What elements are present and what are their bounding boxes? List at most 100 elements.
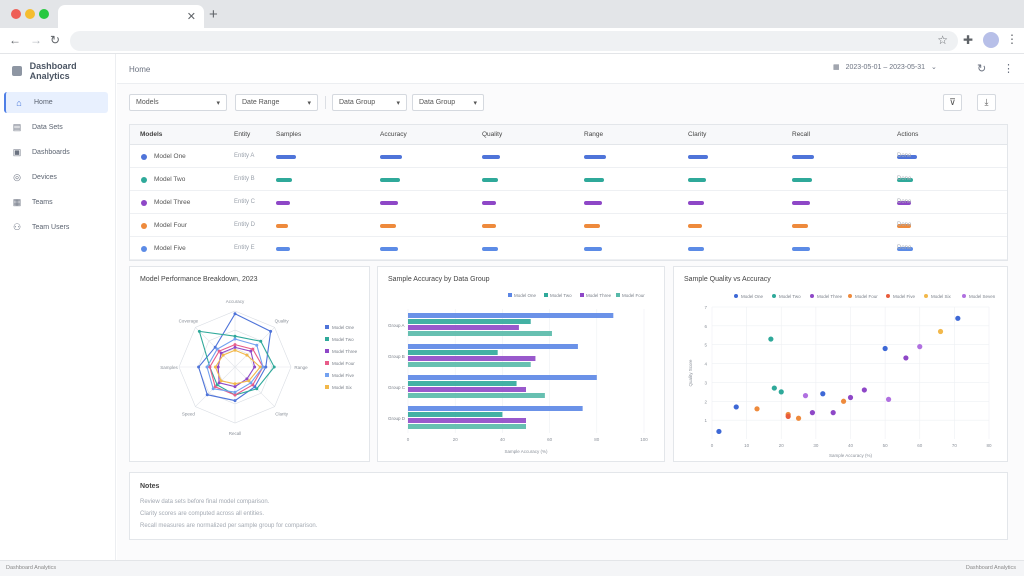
- window-minimize-button[interactable]: [25, 9, 35, 19]
- radar-point: [213, 345, 217, 349]
- scatter-point: [840, 398, 847, 404]
- radar-point: [251, 383, 255, 387]
- metric-bar: [380, 247, 398, 251]
- legend-label: Model Three: [586, 293, 612, 298]
- column-header[interactable]: Samples: [276, 131, 302, 138]
- y-category-label: Group D: [388, 416, 406, 421]
- profile-avatar[interactable]: [983, 32, 999, 48]
- filter-button[interactable]: ⊽: [943, 94, 962, 111]
- sidebar-item-1[interactable]: ▤ Data Sets: [4, 117, 108, 138]
- bookmark-star-icon[interactable]: ☆: [937, 33, 948, 47]
- status-cell: Done: [897, 176, 912, 182]
- forward-arrow-icon[interactable]: →: [30, 33, 42, 47]
- table-row[interactable]: Model Four Entity D Done: [130, 215, 1007, 237]
- bar: [408, 387, 526, 392]
- x-tick-label: 80: [986, 443, 992, 448]
- filter-value: Date Range: [242, 99, 280, 106]
- metric-bar: [897, 247, 913, 251]
- entity-cell: Entity A: [234, 153, 255, 159]
- scatter-point: [802, 393, 809, 399]
- radar-point: [215, 347, 219, 351]
- browser-tab[interactable]: ✕: [58, 5, 204, 28]
- column-header[interactable]: Range: [584, 131, 604, 138]
- status-bar: Dashboard Analytics Dashboard Analytics: [0, 560, 1024, 576]
- brand-name: Dashboard Analytics: [29, 61, 77, 81]
- note-item: Review data sets before final model comp…: [140, 499, 270, 505]
- sidebar-item-5[interactable]: ⚇ Team Users: [4, 217, 108, 238]
- sidebar-item-4[interactable]: ▦ Teams: [4, 192, 108, 213]
- radar-point: [197, 329, 201, 333]
- column-header[interactable]: Entity: [234, 131, 251, 138]
- radar-point: [255, 387, 259, 391]
- column-header[interactable]: Actions: [897, 131, 919, 138]
- scatter-point: [795, 415, 802, 421]
- filter-models[interactable]: Models ▾: [129, 94, 227, 111]
- metric-bar: [482, 247, 498, 251]
- date-range-picker[interactable]: ▦ 2023-05-01 – 2023-05-31 ⌄: [833, 63, 937, 72]
- legend-label: Model Four: [332, 361, 355, 366]
- bar-chart-card: Sample Accuracy by Data Group Model One M…: [377, 266, 665, 462]
- legend-label: Model Four: [622, 293, 645, 298]
- notes-card: Notes Review data sets before final mode…: [129, 472, 1008, 540]
- radar-axis-label: Coverage: [179, 318, 199, 323]
- refresh-icon[interactable]: ↻: [977, 63, 987, 75]
- table-row[interactable]: Model Five Entity E Done: [130, 238, 1007, 260]
- y-tick-label: 3: [704, 380, 707, 385]
- column-header[interactable]: Accuracy: [380, 131, 407, 138]
- legend-label: Model Seven: [969, 294, 996, 299]
- window-maximize-button[interactable]: [39, 9, 49, 19]
- filter-data-group[interactable]: Data Group ▾: [332, 94, 407, 111]
- entity-cell: Entity D: [234, 222, 256, 228]
- metric-bar: [792, 155, 814, 159]
- x-tick-label: 40: [848, 443, 854, 448]
- y-category-label: Group C: [388, 385, 406, 390]
- browser-menu-icon[interactable]: ⋮: [1006, 32, 1018, 46]
- device-icon: ◎: [13, 172, 21, 182]
- filter-date-range[interactable]: Date Range ▾: [235, 94, 318, 111]
- column-header[interactable]: Models: [140, 131, 163, 138]
- scatter-point: [917, 344, 923, 350]
- window-close-button[interactable]: [11, 9, 21, 19]
- brand[interactable]: Dashboard Analytics: [12, 61, 115, 81]
- column-header[interactable]: Quality: [482, 131, 503, 138]
- filter-data-group-2[interactable]: Data Group ▾: [412, 94, 484, 111]
- radar-point: [269, 329, 273, 333]
- legend-label: Model One: [514, 293, 537, 298]
- radar-point: [197, 365, 201, 369]
- download-button[interactable]: ⤓: [977, 94, 996, 111]
- reload-icon[interactable]: ↻: [50, 33, 61, 47]
- table-row[interactable]: Model Two Entity B Done: [130, 169, 1007, 191]
- address-bar[interactable]: ☆: [70, 31, 958, 51]
- back-arrow-icon[interactable]: ←: [9, 33, 21, 47]
- sidebar-item-0[interactable]: ⌂ Home: [4, 92, 108, 113]
- metric-bar: [792, 201, 810, 205]
- x-tick-label: 0: [407, 437, 410, 442]
- column-header[interactable]: Recall: [792, 131, 811, 138]
- legend-swatch: [616, 293, 620, 297]
- metric-bar: [584, 155, 606, 159]
- close-icon[interactable]: ✕: [186, 11, 196, 23]
- chevron-down-icon: ▾: [216, 99, 220, 107]
- grid-icon: ▦: [12, 197, 22, 207]
- extensions-puzzle-icon[interactable]: ✚: [963, 33, 974, 47]
- legend-label: Model Six: [931, 294, 952, 299]
- legend-swatch: [734, 294, 738, 298]
- more-icon[interactable]: ⋮: [1003, 63, 1014, 75]
- bar: [408, 362, 531, 367]
- table-row[interactable]: Model Three Entity C Done: [130, 192, 1007, 214]
- radar-point: [205, 365, 209, 369]
- bar: [408, 313, 614, 318]
- metric-bar: [380, 201, 398, 205]
- legend-swatch: [325, 325, 329, 329]
- column-header[interactable]: Clarity: [688, 131, 707, 138]
- plus-icon[interactable]: +: [209, 6, 218, 23]
- logo-icon: [12, 66, 22, 76]
- model-name: Model Two: [154, 176, 186, 183]
- sidebar-item-2[interactable]: ▣ Dashboards: [4, 142, 108, 163]
- status-cell: Done: [897, 245, 912, 251]
- x-tick-label: 60: [547, 437, 553, 442]
- sidebar-item-3[interactable]: ◎ Devices: [4, 167, 108, 188]
- model-name: Model Five: [154, 245, 186, 252]
- legend-label: Model Four: [855, 294, 878, 299]
- table-row[interactable]: Model One Entity A Done: [130, 146, 1007, 168]
